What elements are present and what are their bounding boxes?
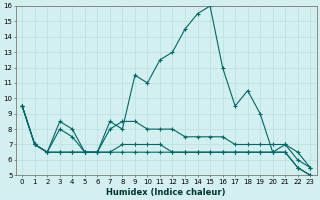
X-axis label: Humidex (Indice chaleur): Humidex (Indice chaleur) — [107, 188, 226, 197]
